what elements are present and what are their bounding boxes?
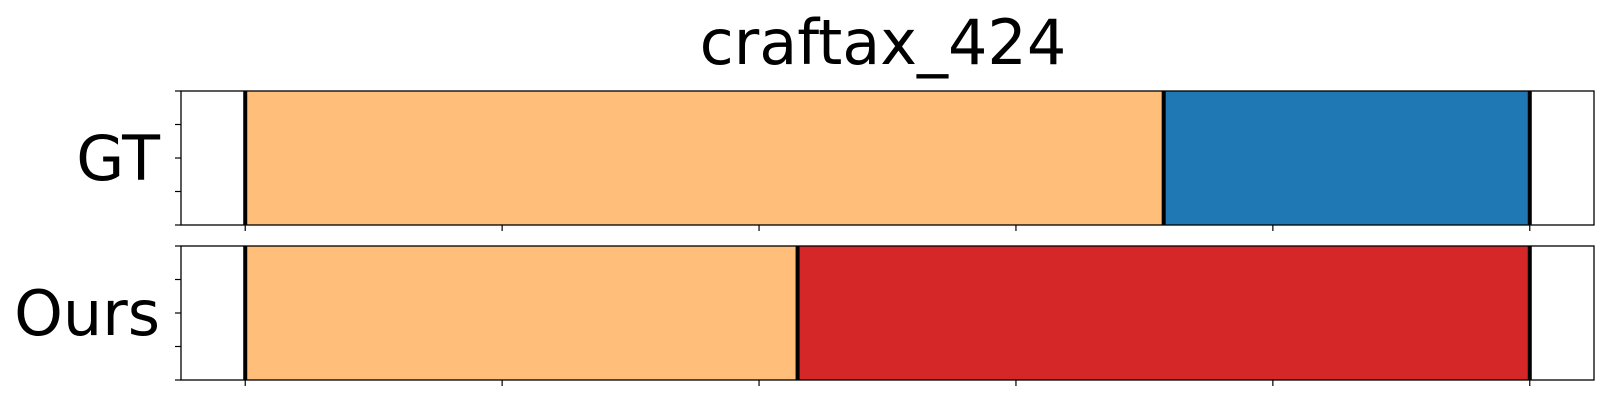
rows-layer: GT Ours <box>14 90 1595 386</box>
segment-bar <box>797 246 1530 380</box>
row-gt: GT <box>76 90 1595 231</box>
row-ours: Ours <box>14 245 1595 386</box>
chart-title: craftax_424 <box>700 6 1067 79</box>
row-label: Ours <box>14 277 160 350</box>
row-label: GT <box>76 122 161 195</box>
segment-bar <box>1163 91 1530 225</box>
segment-bar <box>245 91 1164 225</box>
segment-bar <box>245 246 798 380</box>
